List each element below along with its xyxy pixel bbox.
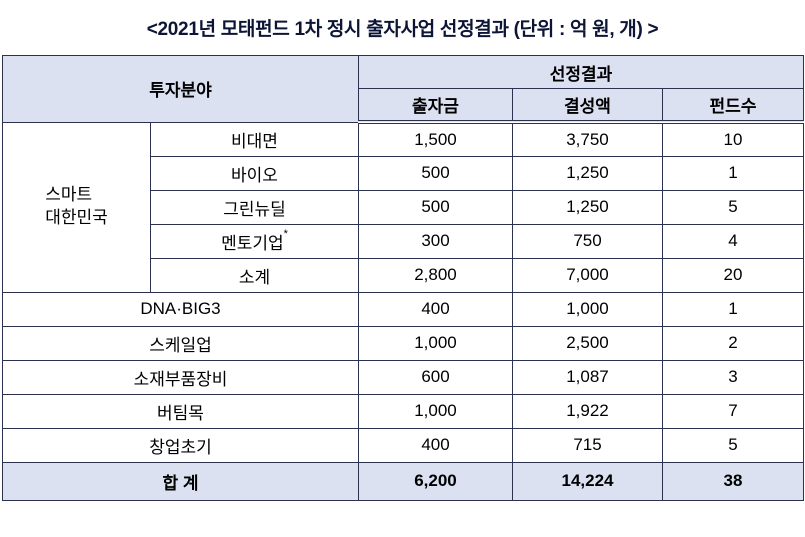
cell-fund-count: 1: [661, 155, 805, 191]
table-row: DNA·BIG3 400 1,000 1: [2, 291, 805, 327]
table-row: 멘토기업* 300 750 4: [3, 223, 805, 259]
row-label: 스케일업: [2, 325, 359, 361]
cell-contribution: 600: [358, 359, 513, 395]
table-body: 스마트 대한민국 비대면 1,500 3,750 10 바이오 500 1,25…: [2, 121, 805, 501]
cell-contribution: 500: [358, 189, 513, 225]
cell-contribution: 1,000: [358, 325, 513, 361]
cell-formed-amount: 7,000: [512, 257, 663, 293]
row-label: 그린뉴딜: [150, 189, 359, 225]
cell-formed-amount: 1,922: [512, 393, 663, 429]
row-label: 창업초기: [2, 427, 359, 463]
cell-formed-amount: 3,750: [512, 121, 663, 157]
cell-fund-count: 4: [661, 223, 805, 259]
header-row-1: 투자분야 선정결과: [2, 55, 805, 123]
cell-contribution: 400: [358, 291, 513, 327]
header-result-group: 선정결과: [357, 55, 805, 89]
page-title: <2021년 모태펀드 1차 정시 출자사업 선정결과 (단위 : 억 원, 개…: [146, 19, 659, 40]
row-label: 소재부품장비: [2, 359, 359, 395]
cell-contribution: 500: [358, 155, 513, 191]
cell-formed-amount: 715: [512, 427, 663, 463]
total-label: 합 계: [2, 461, 359, 501]
cell-fund-count: 1: [661, 291, 805, 327]
cell-fund-count: 3: [661, 359, 805, 395]
table-row: 스마트 대한민국 비대면 1,500 3,750 10: [2, 121, 805, 293]
footnote-mark: *: [283, 227, 288, 240]
cell-contribution: 2,800: [358, 257, 513, 293]
cell-fund-count: 5: [661, 427, 805, 463]
total-formed-amount: 14,224: [512, 461, 663, 501]
table-row-total: 합 계 6,200 14,224 38: [2, 461, 805, 501]
group-label-smart-korea: 스마트 대한민국: [2, 121, 151, 293]
cell-fund-count: 2: [661, 325, 805, 361]
row-label: 비대면: [150, 121, 359, 157]
cell-fund-count: 7: [661, 393, 805, 429]
cell-formed-amount: 1,250: [512, 189, 663, 225]
table-header: 투자분야 선정결과 출자금 결성액 펀드수: [2, 55, 805, 124]
cell-contribution: 300: [358, 223, 513, 259]
cell-formed-amount: 1,087: [512, 359, 663, 395]
row-label-text: 멘토기업: [221, 233, 284, 253]
results-table: 투자분야 선정결과 출자금 결성액 펀드수 스마트 대한민국 비대면 1,500…: [2, 55, 805, 501]
cell-fund-count: 20: [661, 257, 805, 293]
cell-formed-amount: 750: [512, 223, 663, 259]
table-row: 창업초기 400 715 5: [2, 427, 805, 463]
total-fund-count: 38: [661, 461, 805, 501]
cell-formed-amount: 1,000: [512, 291, 663, 327]
row-label: 멘토기업*: [150, 223, 359, 259]
cell-fund-count: 10: [661, 121, 805, 157]
row-label: 버팀목: [2, 393, 359, 429]
total-contribution: 6,200: [358, 461, 513, 501]
table-row-subtotal: 소계 2,800 7,000 20: [3, 257, 805, 293]
group-label-text: 스마트 대한민국: [45, 185, 108, 227]
row-label: 바이오: [150, 155, 359, 191]
cell-formed-amount: 2,500: [512, 325, 663, 361]
cell-fund-count: 5: [661, 189, 805, 225]
header-col-contribution: 출자금: [358, 88, 513, 124]
header-category: 투자분야: [2, 55, 359, 123]
cell-contribution: 400: [358, 427, 513, 463]
table-row: 소재부품장비 600 1,087 3: [2, 359, 805, 395]
row-label: DNA·BIG3: [2, 291, 359, 327]
header-row-2: 출자금 결성액 펀드수: [3, 88, 805, 124]
cell-contribution: 1,000: [358, 393, 513, 429]
table-row: 바이오 500 1,250 1: [3, 155, 805, 191]
header-col-formed-amount: 결성액: [512, 88, 663, 124]
cell-contribution: 1,500: [358, 121, 513, 157]
table-row: 버팀목 1,000 1,922 7: [2, 393, 805, 429]
table-row: 스케일업 1,000 2,500 2: [2, 325, 805, 361]
header-col-fund-count: 펀드수: [661, 88, 805, 124]
cell-formed-amount: 1,250: [512, 155, 663, 191]
row-label: 소계: [150, 257, 359, 293]
